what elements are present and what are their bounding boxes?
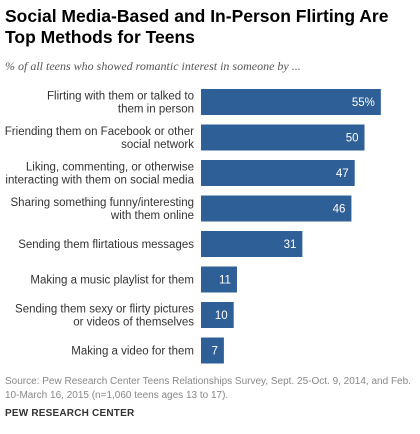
category-label-line: interacting with them on social media (5, 175, 194, 187)
category-label-line: Sharing something funny/interesting (11, 197, 194, 209)
value-label: 11 (219, 275, 231, 287)
category-label-line: Flirting with them or talked to (47, 91, 194, 103)
bar (201, 266, 237, 293)
bar (201, 89, 381, 115)
category-label-line: social network (121, 139, 194, 151)
chart-subtitle: % of all teens who showed romantic inter… (5, 59, 301, 73)
category-label: Making a video for them (71, 346, 194, 358)
category-label-line: with them online (110, 210, 194, 222)
category-label: Liking, commenting, or otherwise interact… (5, 162, 194, 187)
source-note: Source: Pew Research Center Teens Relati… (5, 376, 411, 401)
category-label-line: Making a video for them (71, 346, 194, 358)
category-label-line: Sending them sexy or flirty pictures (15, 304, 194, 316)
bar-chart: Flirting with them or talked to them in p… (5, 89, 381, 364)
category-label: Sending them flirtatious messages (18, 239, 194, 251)
bar (201, 231, 303, 257)
bar (201, 337, 224, 364)
value-label: 47 (336, 168, 349, 180)
value-label: 46 (333, 204, 346, 216)
brand-label: PEW RESEARCH CENTER (5, 408, 135, 419)
value-label: 10 (215, 310, 228, 322)
category-label-line: Friending them on Facebook or other (5, 126, 194, 138)
category-label: Friending them on Facebook or other socia… (5, 126, 194, 151)
value-label: 50 (346, 133, 359, 145)
category-label-line: Making a music playlist for them (30, 275, 194, 287)
value-label: 7 (211, 346, 217, 358)
bar (201, 160, 355, 186)
bar (201, 302, 234, 328)
category-label: Flirting with them or talked to them in p… (47, 91, 194, 116)
category-label: Making a music playlist for them (30, 275, 194, 287)
category-label: Sharing something funny/interesting with … (11, 197, 194, 222)
category-label: Sending them sexy or flirty pictures or v… (15, 304, 194, 329)
bar (201, 195, 352, 222)
category-label-line: them in person (118, 104, 194, 116)
bar (201, 124, 365, 151)
category-label-line: or videos of themselves (73, 317, 194, 329)
value-label: 55% (352, 97, 375, 109)
category-label-line: Liking, commenting, or otherwise (26, 162, 194, 174)
value-label: 31 (284, 239, 297, 251)
category-label-line: Sending them flirtatious messages (18, 239, 194, 251)
chart-title: Social Media-Based and In-Person Flirtin… (5, 6, 389, 47)
